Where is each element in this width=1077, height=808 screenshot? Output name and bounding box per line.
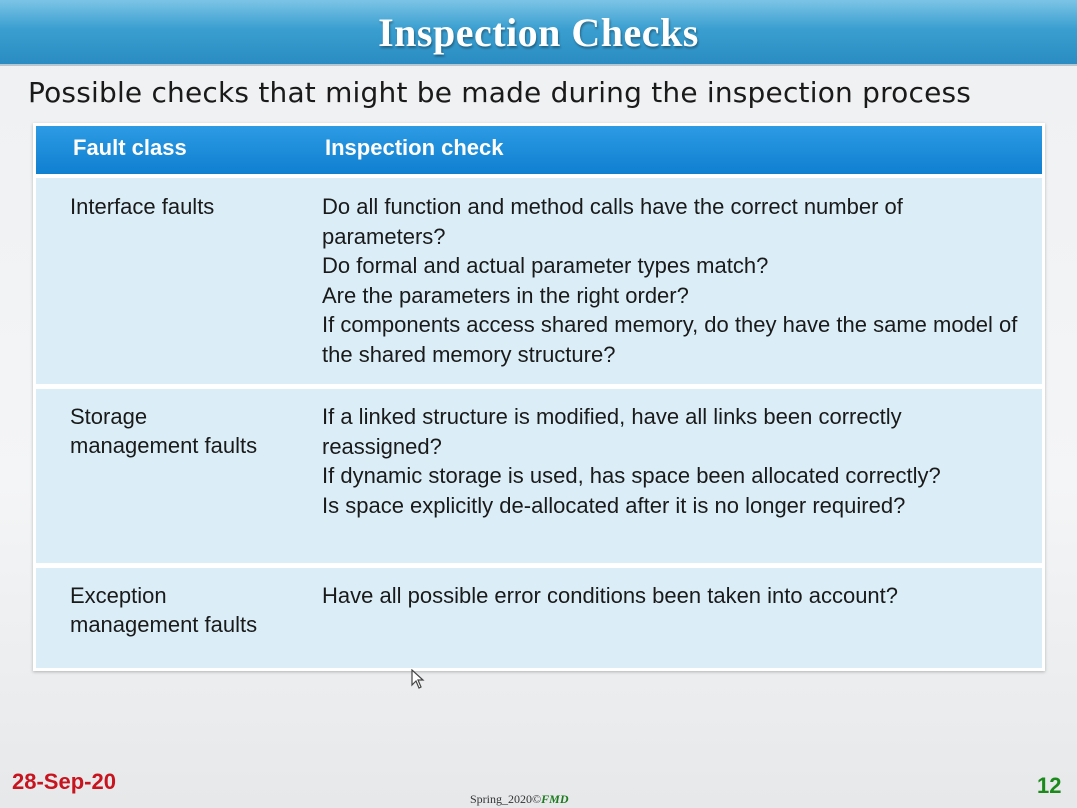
table-row: Storage management faults If a linked st… (36, 389, 1042, 563)
check-item: Is space explicitly de-allocated after i… (322, 492, 906, 518)
table-row: Exception management faults Have all pos… (36, 568, 1042, 668)
table-header: Fault class Inspection check (36, 126, 1042, 174)
check-item: Do formal and actual parameter types mat… (322, 253, 769, 278)
mouse-pointer-icon (411, 669, 425, 689)
check-item: If a linked structure is modified, have … (322, 404, 902, 459)
fault-class-cell: Storage management faults (70, 404, 258, 458)
fault-class-cell: Exception management faults (70, 583, 258, 637)
credit-mark: © (532, 792, 542, 806)
credit-author: FMD (541, 792, 569, 806)
inspection-check-cell: Do all function and method calls have th… (322, 192, 1022, 369)
footer-credit: Spring_2020©FMD (470, 792, 568, 807)
credit-prefix: Spring_2020 (470, 792, 533, 806)
table-row: Interface faults Do all function and met… (36, 178, 1042, 384)
header-inspection-check: Inspection check (325, 135, 504, 160)
slide-title: Inspection Checks (378, 9, 699, 55)
header-fault-class: Fault class (73, 135, 187, 160)
footer-date: 28-Sep-20 (12, 769, 116, 794)
check-item: If components access shared memory, do t… (322, 312, 1018, 367)
check-item: If dynamic storage is used, has space be… (322, 463, 941, 488)
inspection-table: Fault class Inspection check Interface f… (33, 123, 1045, 671)
title-bar: Inspection Checks (0, 0, 1077, 66)
inspection-check-cell: Have all possible error conditions been … (322, 581, 1022, 611)
inspection-check-cell: If a linked structure is modified, have … (322, 402, 1022, 520)
check-item: Are the parameters in the right order? (322, 282, 689, 308)
fault-class-cell: Interface faults (70, 194, 215, 219)
slide-subtitle: Possible checks that might be made durin… (28, 76, 972, 109)
check-item: Do all function and method calls have th… (322, 194, 903, 249)
page-number: 12 (1037, 773, 1062, 798)
check-item: Have all possible error conditions been … (322, 583, 899, 608)
